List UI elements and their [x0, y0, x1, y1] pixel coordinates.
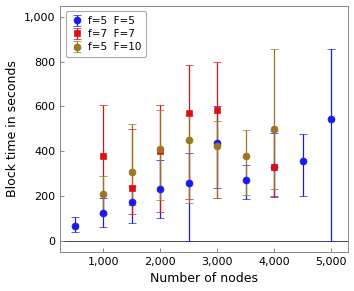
Legend: f=5  F=5, f=7  F=7, f=5  F=10: f=5 F=5, f=7 F=7, f=5 F=10	[66, 11, 146, 57]
Y-axis label: Block time in seconds: Block time in seconds	[6, 60, 18, 197]
X-axis label: Number of nodes: Number of nodes	[150, 272, 258, 285]
